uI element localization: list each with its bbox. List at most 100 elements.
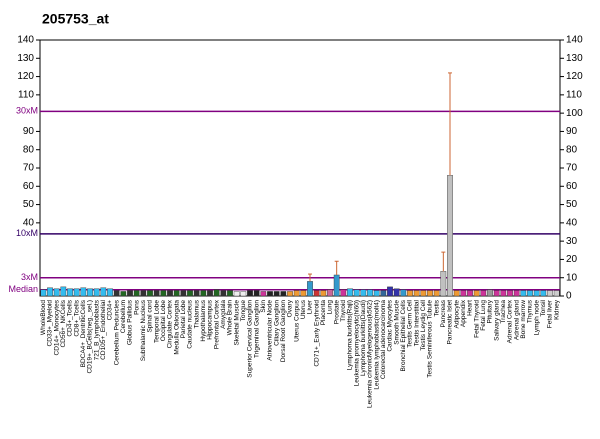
y-tick-label: 70 xyxy=(23,163,35,174)
bar xyxy=(247,290,253,297)
x-tick-label: Testis xyxy=(433,299,440,316)
bar xyxy=(440,271,447,297)
x-tick-label: Pancreatic Islet xyxy=(447,300,454,345)
x-tick-label: Fetal Thyroid xyxy=(473,300,480,338)
bar xyxy=(140,290,147,297)
x-tick-label: CD33+_Myeloid xyxy=(47,300,54,347)
bar xyxy=(273,291,280,297)
x-tick-label: Appendix xyxy=(460,299,467,327)
x-tick-label: Trigeminal Ganglion xyxy=(253,300,260,358)
bar xyxy=(393,288,400,297)
x-tick-label: Liver xyxy=(307,299,314,314)
bar xyxy=(127,290,133,297)
bar xyxy=(93,288,100,297)
reference-label: Median xyxy=(8,284,38,294)
x-tick-label: Adipocyte xyxy=(453,300,460,329)
bar xyxy=(227,290,233,297)
y2-tick-label: 40 xyxy=(566,217,578,228)
bar xyxy=(287,291,293,297)
y2-tick-label: 10 xyxy=(566,272,578,283)
bar xyxy=(253,290,260,297)
x-tick-label: Tongue xyxy=(240,300,247,322)
bar xyxy=(233,291,240,297)
bar xyxy=(320,290,327,297)
y-tick-label: 50 xyxy=(23,199,35,210)
bar xyxy=(87,288,93,297)
bar xyxy=(460,290,467,297)
x-tick-label: CD14+_Monocytes xyxy=(53,299,60,355)
bar xyxy=(360,289,367,297)
x-tick-label: Tonsil xyxy=(540,299,547,316)
x-tick-label: Cingulate Cortex xyxy=(167,299,174,348)
x-tick-label: Pancreas xyxy=(440,299,447,327)
x-tick-label: Prefrontal Cortex xyxy=(213,299,220,349)
bar xyxy=(420,290,427,297)
x-tick-label: Bronchial Epithelial Cells xyxy=(400,299,407,371)
bar xyxy=(547,290,553,297)
x-tick-label: Testis Leydig Cell xyxy=(420,299,427,350)
x-tick-label: Dorsal Root Ganglion xyxy=(280,300,287,363)
bar xyxy=(200,290,207,297)
y2-tick-label: 30 xyxy=(566,236,578,247)
bar xyxy=(153,290,160,297)
bar xyxy=(207,290,213,297)
x-tick-label: Lymph node xyxy=(533,300,540,336)
bar xyxy=(73,288,80,297)
bar xyxy=(507,290,513,297)
x-tick-label: Leukemia chronicMyelogenous(k562) xyxy=(367,300,374,408)
bar xyxy=(433,290,440,297)
bar xyxy=(300,290,307,297)
bar xyxy=(80,287,87,297)
x-tick-label: Temporal Lobe xyxy=(153,300,160,343)
x-tick-label: Trachea xyxy=(500,300,507,324)
x-tick-label: CD105+_Endothelial xyxy=(100,299,107,359)
y2-tick-label: 90 xyxy=(566,126,578,137)
bar xyxy=(113,290,120,297)
y-tick-label: 140 xyxy=(17,35,34,46)
x-tick-label: Pons xyxy=(133,299,140,315)
bar xyxy=(280,291,287,297)
x-tick-label: Testis Seminiferous Tubule xyxy=(427,300,434,378)
bar xyxy=(413,290,420,297)
x-tick-label: Caudate nucleus xyxy=(187,299,194,349)
y-tick-label: 110 xyxy=(18,89,34,100)
reference-label: 30xM xyxy=(16,106,38,116)
bar xyxy=(400,289,407,297)
x-tick-label: Skeletal Muscle xyxy=(233,300,240,346)
x-tick-label: Spinal cord xyxy=(147,300,154,333)
bar xyxy=(120,291,127,297)
y2-tick-label: 110 xyxy=(566,89,582,100)
bar xyxy=(540,290,547,297)
x-tick-label: CD19+_BCells(neg._sel.) xyxy=(87,300,94,374)
x-tick-label: Lung xyxy=(327,300,334,315)
x-tick-label: CD56+_NKCells xyxy=(60,299,67,347)
x-tick-label: Skin xyxy=(260,300,267,313)
x-tick-label: Placenta xyxy=(320,300,327,326)
x-tick-label: Bone marrow xyxy=(520,300,527,339)
x-tick-label: Thymus xyxy=(527,299,534,323)
bar xyxy=(327,289,333,297)
bar xyxy=(160,290,167,297)
x-tick-label: Testis Interstitial xyxy=(413,299,420,346)
bar xyxy=(467,290,473,297)
bar xyxy=(407,290,413,297)
bar xyxy=(520,290,527,297)
x-tick-label: Leukemia promyelocytic(hl60) xyxy=(353,300,360,386)
plot-frame xyxy=(39,39,561,297)
bar xyxy=(213,289,220,297)
y2-tick-label: 100 xyxy=(566,108,583,119)
bar xyxy=(387,286,393,297)
x-tick-label: Fetal Lung xyxy=(480,300,487,331)
x-tick-label: Heart xyxy=(467,300,474,316)
y2-tick-label: 130 xyxy=(566,53,583,64)
bar xyxy=(40,289,47,297)
chart-title: 205753_at xyxy=(42,11,109,27)
x-tick-label: Hypothalamus xyxy=(200,299,207,341)
bar xyxy=(533,290,540,297)
x-tick-label: Lymphoma burkitts(Daudi) xyxy=(360,300,367,376)
bar xyxy=(373,290,380,297)
y2-tick-label: 70 xyxy=(566,163,578,174)
bar xyxy=(487,289,493,297)
x-tick-label: BDCA4+_DentriticCells xyxy=(80,299,87,367)
